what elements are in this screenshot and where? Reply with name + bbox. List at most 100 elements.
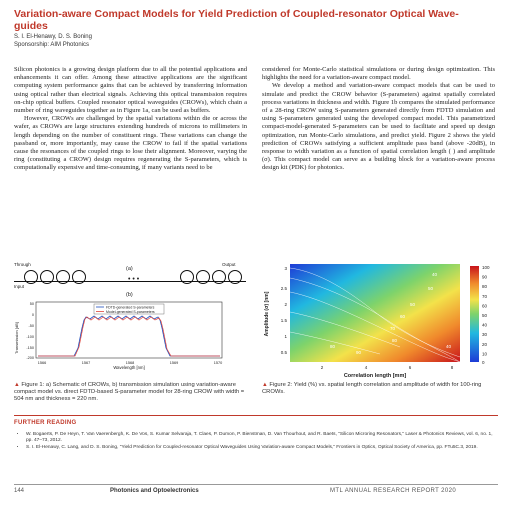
- article-title: Variation-aware Compact Models for Yield…: [14, 8, 459, 32]
- ring-resonator: [196, 270, 210, 284]
- y-tick: 1.5: [281, 318, 288, 323]
- y-tick: -200: [26, 356, 34, 360]
- x-tick: 1568: [126, 361, 134, 365]
- colorbar: [470, 266, 479, 362]
- panel-a-label: (a): [126, 266, 133, 272]
- y-axis-label: Amplitude (σ) [nm]: [264, 291, 270, 336]
- contour-label: 50: [410, 302, 416, 307]
- y-tick: 0: [32, 313, 34, 317]
- x-axis-label: Correlation length [mm]: [344, 373, 407, 379]
- reference-item: W. Bogaerts, P. De Heyn, T. Van Vaerenbe…: [26, 432, 498, 444]
- x-axis-label: Wavelength [nm]: [113, 365, 144, 370]
- contour-label: 40: [446, 344, 452, 349]
- x-tick: 1567: [82, 361, 90, 365]
- figure-1-caption: ▲ Figure 1: a) Schematic of CROWs, b) tr…: [14, 382, 250, 404]
- y-axis-label: Transmission [dB]: [14, 322, 19, 354]
- x-tick: 8: [451, 365, 454, 370]
- sponsorship: Sponsorship: AIM Photonics: [14, 41, 90, 48]
- authors: S. I. El-Henawy, D. S. Boning: [14, 34, 92, 40]
- contour-label: 50: [428, 286, 434, 291]
- figure-1: Through Output Input • • • (a) (b) Trans…: [14, 262, 250, 372]
- figure-2-caption: ▲ Figure 2: Yield (%) vs. spatial length…: [262, 382, 498, 396]
- figure-2: Amplitude (σ) [nm] 40 50 50 60 70 80 90 …: [260, 262, 500, 380]
- report-name: MTL ANNUAL RESEARCH REPORT 2020: [330, 488, 457, 494]
- contour-line: [289, 267, 461, 358]
- x-tick: 1569: [170, 361, 178, 365]
- fdtd-series-line: [38, 315, 220, 357]
- contour-label: 90: [356, 350, 362, 355]
- x-tick: 6: [409, 365, 412, 370]
- contour-label: 80: [330, 344, 336, 349]
- model-series-line: [38, 316, 220, 357]
- colorbar-tick: 80: [482, 284, 488, 289]
- y-tick: -150: [26, 346, 34, 350]
- y-tick: 3: [284, 266, 287, 271]
- legend-entry: Model-generated S-parameters: [106, 310, 155, 314]
- paragraph: Silicon photonics is a growing design pl…: [14, 66, 247, 115]
- x-tick: 1570: [214, 361, 222, 365]
- input-label: Input: [14, 284, 25, 289]
- paragraph: However, CROWs are challenged by the spa…: [14, 115, 247, 172]
- colorbar-tick: 70: [482, 294, 488, 299]
- contour-line: [289, 331, 381, 355]
- waveguide-line: [14, 281, 246, 282]
- y-tick: 2: [284, 302, 287, 307]
- ring-resonator: [72, 270, 86, 284]
- ring-ellipsis: • • •: [128, 276, 140, 283]
- transmission-plot: Transmission [dB] 50 0 -50 -100 -150 -20…: [14, 301, 223, 370]
- y-tick: -50: [29, 324, 35, 328]
- contour-label: 40: [432, 272, 438, 277]
- x-tick: 2: [321, 365, 324, 370]
- footer-divider: [14, 484, 498, 485]
- y-tick: 0.5: [281, 350, 288, 355]
- ring-resonator: [24, 270, 38, 284]
- caption-text: Figure 1: a) Schematic of CROWs, b) tran…: [14, 382, 245, 403]
- section-name: Photonics and Optoelectronics: [110, 488, 199, 494]
- contour-label: 80: [392, 338, 398, 343]
- panel-b-label: (b): [126, 292, 133, 298]
- caption-text: Figure 2: Yield (%) vs. spatial length c…: [262, 382, 482, 396]
- paragraph: considered for Monte-Carlo statistical s…: [262, 66, 495, 82]
- contour-line: [289, 291, 461, 363]
- colorbar-ticks: 100 90 80 70 60 50 40 30 20 10 0: [482, 265, 490, 365]
- colorbar-tick: 10: [482, 351, 488, 356]
- y-tick: 1: [284, 334, 287, 339]
- colorbar-tick: 20: [482, 342, 488, 347]
- colorbar-tick: 30: [482, 332, 488, 337]
- reference-list: W. Bogaerts, P. De Heyn, T. Van Vaerenbe…: [20, 432, 498, 452]
- colorbar-tick: 50: [482, 313, 488, 318]
- plot-frame: [35, 301, 223, 359]
- page-number: 144: [14, 488, 25, 494]
- contour-label: 70: [390, 326, 396, 331]
- heatmap-field: [290, 264, 460, 362]
- y-tick: 50: [30, 302, 34, 306]
- contour-line: [289, 277, 461, 363]
- right-column: considered for Monte-Carlo statistical s…: [262, 66, 495, 173]
- ring-resonator: [56, 270, 70, 284]
- colorbar-tick: 0: [482, 360, 485, 365]
- section-divider: [14, 415, 498, 416]
- ring-resonator: [40, 270, 54, 284]
- legend-box: [93, 303, 165, 315]
- ring-resonator: [228, 270, 242, 284]
- y-tick: -100: [26, 335, 34, 339]
- y-tick: 2.5: [281, 286, 288, 291]
- colorbar-tick: 100: [482, 265, 490, 270]
- output-label: Output: [222, 262, 236, 267]
- colorbar-tick: 90: [482, 275, 488, 280]
- reference-item: S. I. El-Henawy, C. Lang, and D. S. Boni…: [26, 445, 498, 451]
- author-block: S. I. El-Henawy, D. S. Boning Sponsorshi…: [14, 34, 92, 49]
- x-tick: 4: [365, 365, 368, 370]
- further-reading-heading: FURTHER READING: [14, 420, 77, 426]
- paragraph: We develop a method and variation-aware …: [262, 82, 495, 172]
- contour-label: 60: [400, 314, 406, 319]
- left-column: Silicon photonics is a growing design pl…: [14, 66, 247, 173]
- caption-marker-icon: ▲: [14, 382, 20, 388]
- ring-resonator: [212, 270, 226, 284]
- colorbar-tick: 60: [482, 303, 488, 308]
- ring-resonator: [180, 270, 194, 284]
- legend-entry: FDTD-generated S-parameters: [106, 305, 155, 309]
- through-label: Through: [14, 262, 31, 267]
- contour-line: [289, 311, 401, 348]
- colorbar-tick: 40: [482, 323, 488, 328]
